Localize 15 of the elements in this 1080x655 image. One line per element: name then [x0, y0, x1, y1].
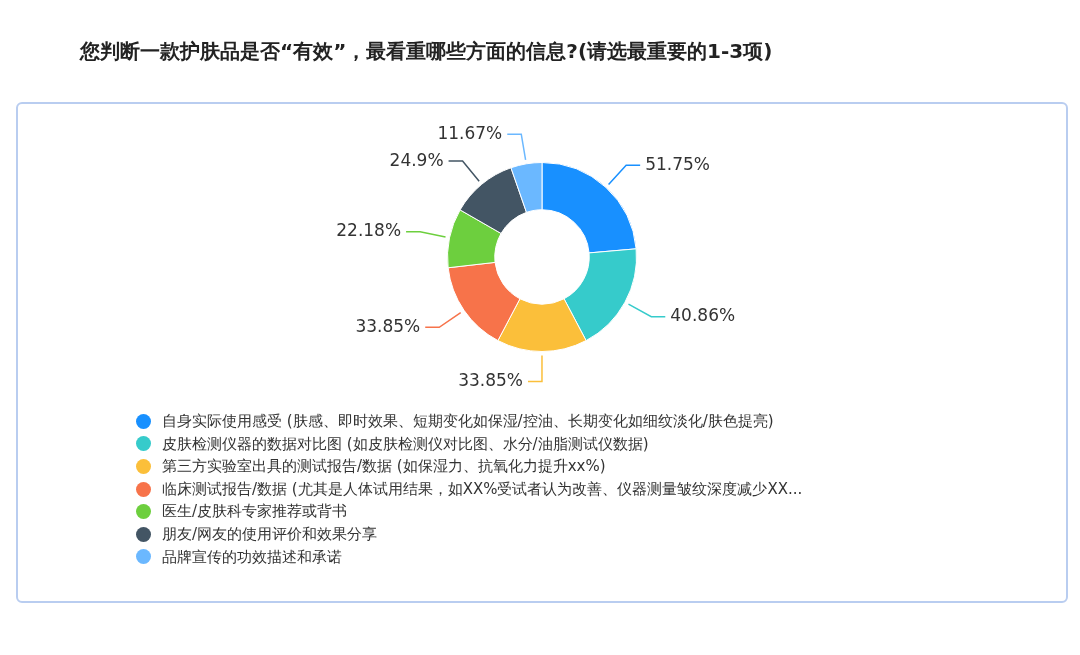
legend-label: 第三方实验室出具的测试报告/数据 (如保湿力、抗氧化力提升xx%)	[162, 456, 606, 478]
legend-label: 临床测试报告/数据 (尤其是人体试用结果，如XX%受试者认为改善、仪器测量皱纹深度减少XX...	[162, 478, 803, 500]
data-label: 22.18%	[336, 220, 402, 241]
legend-label: 医生/皮肤科专家推荐或背书	[162, 501, 348, 523]
data-label: 33.85%	[458, 369, 523, 390]
data-label: 33.85%	[355, 315, 421, 336]
data-label: 24.9%	[389, 149, 444, 170]
legend-label: 自身实际使用感受 (肤感、即时效果、短期变化如保湿/控油、长期变化如细纹淡化/肤色提亮)	[162, 411, 774, 432]
data-label: 51.75%	[645, 153, 710, 174]
legend-label: 品牌宣传的功效描述和承诺	[162, 546, 342, 568]
data-label: 11.67%	[437, 122, 503, 143]
chart-title: 您判断一款护肤品是否“有效”，最看重哪些方面的信息?(请选最重要的1-3项)	[80, 38, 773, 65]
legend-label: 朋友/网友的使用评价和效果分享	[162, 523, 378, 545]
legend-label: 皮肤检测仪器的数据对比图 (如皮肤检测仪对比图、水分/油脂测试仪数据)	[162, 433, 649, 455]
data-label: 40.86%	[670, 305, 736, 326]
